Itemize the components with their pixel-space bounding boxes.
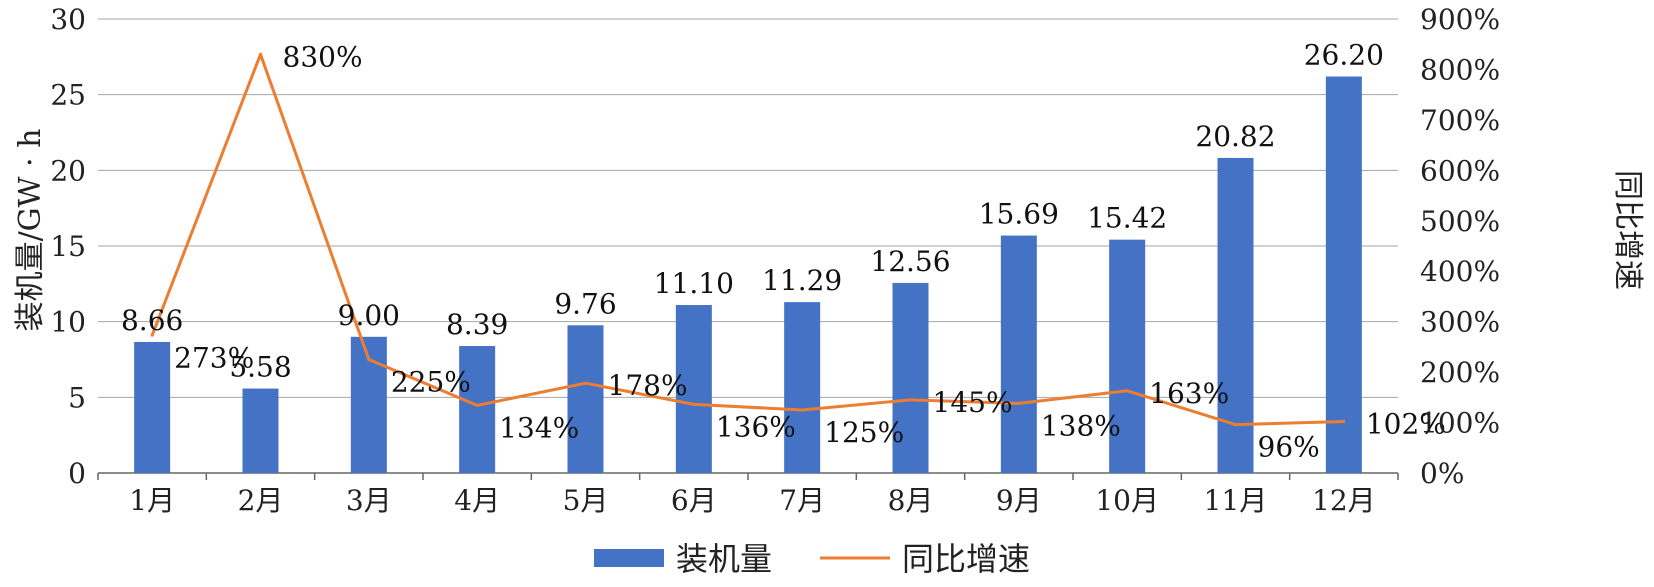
line-data-label: 273%: [174, 341, 254, 374]
bar-data-label: 20.82: [1195, 120, 1275, 153]
bar: [134, 341, 171, 473]
x-tick-label: 3月: [346, 484, 392, 517]
line-point: [475, 403, 479, 407]
line-series-path: [150, 52, 1344, 427]
y-tick-label-left: 20: [50, 154, 86, 187]
line-point: [1234, 423, 1237, 427]
axis-ticks: 0510152025300%100%200%300%400%500%600%70…: [50, 3, 1500, 517]
y-tick-label-left: 5: [68, 381, 86, 414]
y-tick-label-right: 100%: [1420, 407, 1500, 440]
bar-data-label: 5.58: [229, 351, 291, 384]
line-point: [1342, 420, 1346, 424]
x-tick-label: 7月: [779, 484, 825, 517]
x-tick-label: 10月: [1095, 484, 1159, 517]
y-tick-label-right: 800%: [1420, 53, 1500, 86]
line-data-label: 178%: [608, 369, 688, 402]
x-tick-label: 8月: [888, 484, 934, 517]
legend-bar-swatch: [594, 549, 664, 567]
bar: [675, 305, 712, 473]
y-tick-label-right: 500%: [1420, 205, 1500, 238]
y-tick-label-right: 700%: [1420, 104, 1500, 137]
line-data-label: 134%: [499, 411, 579, 444]
bar: [1109, 239, 1146, 473]
bar-data-label: 8.66: [121, 304, 183, 337]
bar: [892, 282, 929, 473]
y-tick-label-left: 10: [50, 306, 86, 339]
line-point: [584, 381, 587, 385]
y-tick-label-left: 15: [50, 230, 86, 263]
y-tick-label-left: 0: [68, 457, 86, 490]
y-tick-label-right: 300%: [1420, 306, 1500, 339]
y-axis-title-left: 装机量/GW · h: [13, 129, 48, 332]
bar: [1325, 76, 1362, 474]
line-data-label: 225%: [391, 366, 471, 399]
line-series: [150, 52, 1346, 427]
line-data-label: 830%: [283, 40, 363, 73]
x-tick-label: 11月: [1204, 484, 1268, 517]
x-tick-label: 4月: [454, 484, 500, 517]
bar: [242, 388, 279, 473]
bar-data-label: 11.10: [654, 267, 734, 300]
bar: [1000, 235, 1037, 473]
line-data-label: 102%: [1366, 408, 1446, 441]
line-point: [692, 402, 696, 406]
legend: 装机量 同比增速: [594, 540, 1030, 578]
line-data-label: 96%: [1258, 431, 1320, 464]
x-tick-label: 2月: [238, 484, 284, 517]
line-point: [259, 52, 262, 56]
line-point: [1125, 389, 1129, 393]
bar-data-label: 9.00: [338, 299, 400, 332]
line-point: [150, 333, 154, 337]
y-tick-label-left: 30: [50, 3, 86, 36]
x-tick-label: 9月: [996, 484, 1042, 517]
x-tick-label: 5月: [563, 484, 609, 517]
x-tick-label: 12月: [1312, 484, 1376, 517]
legend-line-label: 同比增速: [902, 540, 1030, 578]
line-data-label: 163%: [1149, 377, 1229, 410]
y-tick-label-right: 200%: [1420, 356, 1500, 389]
bar: [784, 302, 821, 473]
line-point: [1017, 401, 1021, 405]
bar-data-label: 15.42: [1087, 202, 1167, 235]
line-point: [800, 408, 804, 412]
y-tick-label-right: 900%: [1420, 3, 1500, 36]
bar-data-label: 15.69: [979, 198, 1059, 231]
line-point: [367, 358, 371, 361]
line-data-label: 145%: [933, 386, 1013, 419]
y-tick-label-right: 400%: [1420, 255, 1500, 288]
data-labels: 8.66 5.58 9.00 8.39 9.76 11.10 11.29 12.56 15.69…: [121, 39, 1446, 464]
line-data-label: 136%: [716, 410, 796, 443]
y-tick-label-right: 0%: [1420, 457, 1464, 490]
x-tick-label: 1月: [129, 484, 175, 517]
bar: [567, 325, 604, 473]
line-point: [909, 398, 912, 402]
bar: [459, 346, 496, 473]
y-axis-title-right: 同比增速: [1610, 170, 1645, 290]
legend-bar-label: 装机量: [676, 540, 772, 578]
y-tick-label-right: 600%: [1420, 154, 1500, 187]
bar-data-label: 8.39: [446, 308, 508, 341]
line-data-label: 138%: [1041, 409, 1121, 442]
bar-data-label: 12.56: [870, 245, 950, 278]
bar-data-label: 9.76: [554, 287, 616, 320]
axis-titles: 装机量/GW · h 同比增速: [13, 129, 1645, 332]
line-data-label: 125%: [824, 416, 904, 449]
x-tick-label: 6月: [671, 484, 717, 517]
y-tick-label-left: 25: [50, 79, 86, 112]
bar-data-label: 11.29: [762, 264, 842, 297]
bar-data-label: 26.20: [1304, 39, 1384, 72]
